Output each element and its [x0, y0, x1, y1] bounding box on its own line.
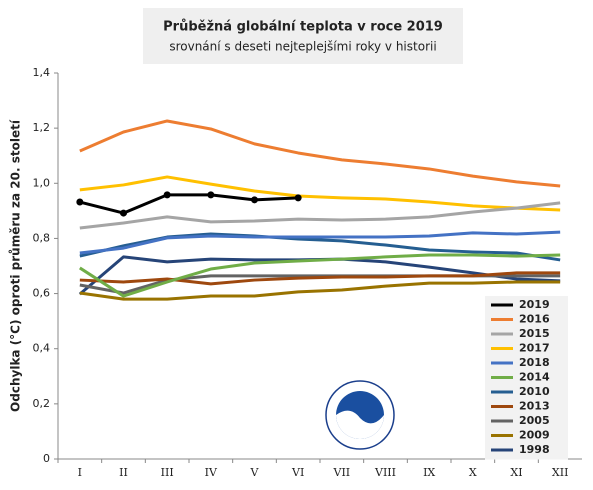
series-line: [79, 119, 561, 188]
series-line: [79, 253, 561, 298]
x-tick-label: II: [119, 466, 128, 479]
series-marker: [76, 198, 84, 206]
y-tick-label: 0,2: [33, 397, 51, 410]
series-marker: [207, 191, 215, 199]
y-tick-label: 0,8: [33, 231, 51, 244]
chart-subtitle: srovnání s deseti nejteplejšími roky v h…: [169, 40, 436, 54]
legend-label: 2010: [519, 385, 550, 398]
x-tick-label: VI: [291, 466, 304, 479]
title-box: [143, 8, 463, 64]
series-marker: [120, 209, 127, 217]
series-line: [79, 271, 561, 286]
legend-label: 2009: [519, 429, 550, 442]
legend-label: 2015: [519, 327, 550, 340]
series-line: [79, 193, 299, 215]
legend-label: 2014: [519, 371, 550, 384]
y-axis-label: Odchylka (°C) oproti průměru za 20. stol…: [9, 119, 23, 412]
y-tick-label: 0,6: [33, 287, 51, 300]
x-tick-label: XII: [552, 466, 569, 479]
chart-title: Průběžná globální teplota v roce 2019: [163, 20, 443, 35]
y-tick-label: 1,0: [33, 176, 51, 189]
legend-label: 2017: [519, 342, 550, 355]
series-marker: [163, 191, 171, 199]
x-tick-label: I: [78, 466, 82, 479]
x-tick-label: X: [469, 466, 477, 479]
x-tick-label: VIII: [374, 466, 396, 479]
y-tick-label: 1,4: [33, 66, 51, 79]
x-tick-label: V: [250, 466, 260, 479]
x-tick-label: IX: [423, 466, 435, 479]
series-line: [79, 201, 561, 230]
legend-label: 2019: [519, 298, 550, 311]
x-tick-label: III: [161, 466, 174, 479]
x-tick-label: IV: [205, 466, 218, 479]
legend-label: 2018: [519, 356, 550, 369]
series-marker: [294, 194, 302, 202]
legend-label: 1998: [519, 443, 550, 456]
x-tick-label: XI: [510, 466, 522, 479]
legend-label: 2013: [519, 400, 550, 413]
y-tick-label: 0: [43, 452, 50, 465]
legend-label: 2016: [519, 313, 550, 326]
noaa-logo: [325, 380, 395, 450]
series-line: [79, 280, 561, 301]
x-tick-label: VII: [333, 466, 351, 479]
y-tick-label: 1,2: [33, 121, 51, 134]
series-line: [79, 230, 561, 255]
series-marker: [251, 196, 258, 204]
legend-label: 2005: [519, 414, 550, 427]
y-tick-label: 0,4: [33, 342, 51, 355]
series-line: [79, 175, 561, 212]
